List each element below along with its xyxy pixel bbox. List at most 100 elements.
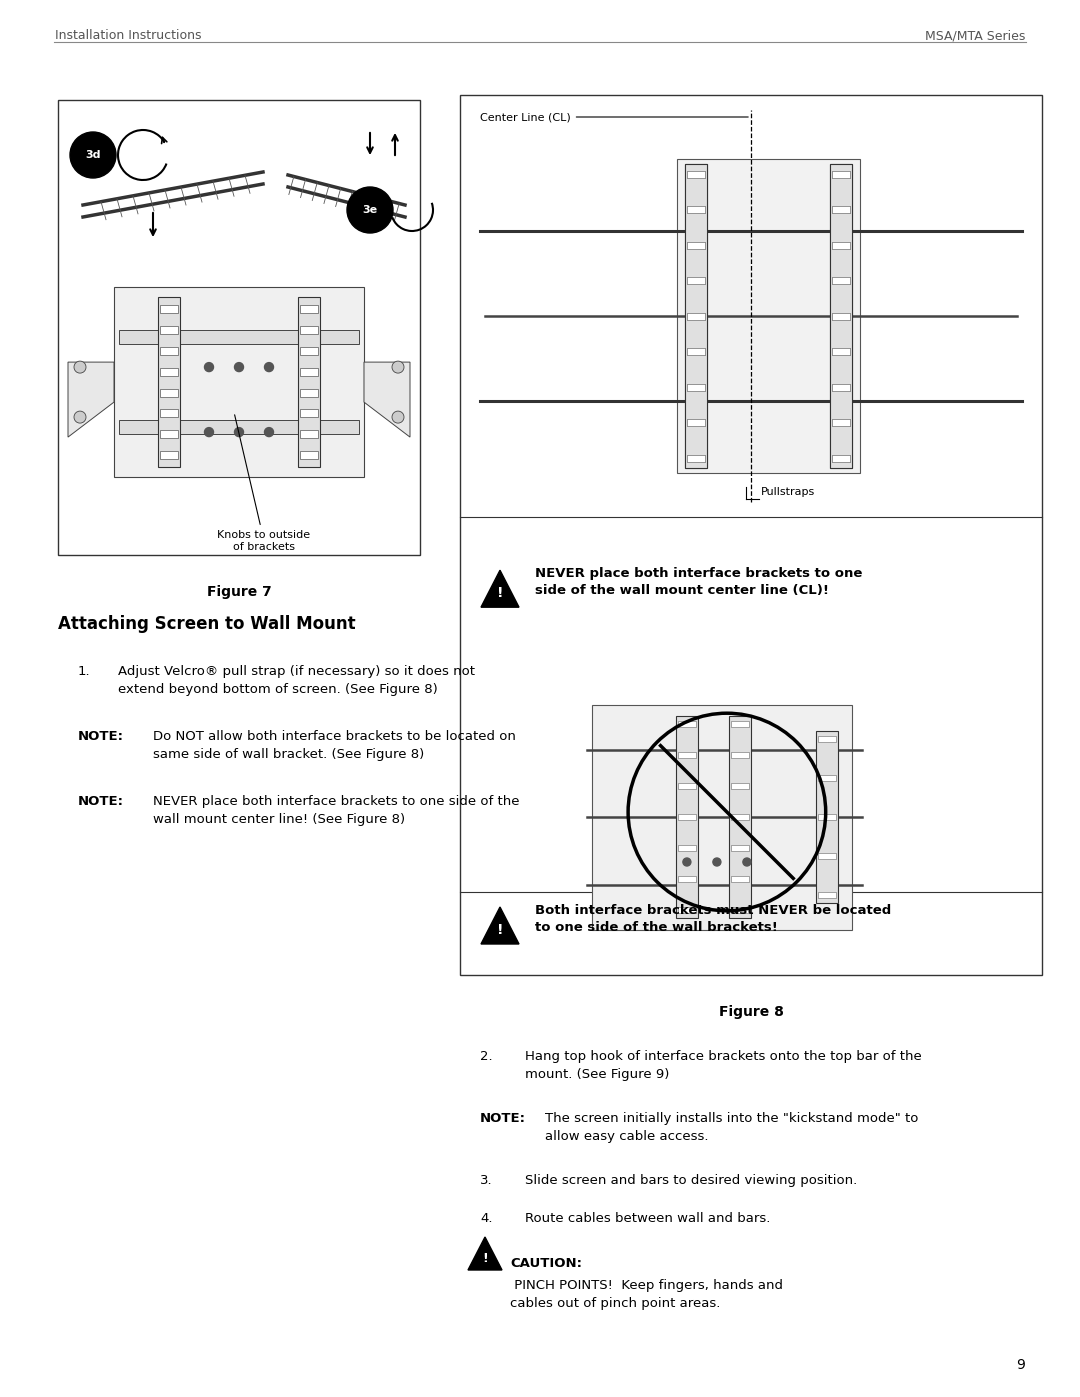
Text: The screen initially installs into the "kickstand mode" to
allow easy cable acce: The screen initially installs into the "… [545,1112,918,1143]
Bar [687,207,705,214]
Text: NOTE:: NOTE: [78,731,124,743]
Text: Installation Instructions: Installation Instructions [55,29,202,42]
Bar [832,455,850,462]
Circle shape [392,360,404,373]
Bar [160,326,178,334]
Bar [678,876,696,882]
Bar [687,313,705,320]
Bar [731,845,748,851]
Text: Hang top hook of interface brackets onto the top bar of the
mount. (See Figure 9: Hang top hook of interface brackets onto… [525,1051,921,1081]
Text: 1.: 1. [78,665,91,678]
Bar [119,420,359,434]
Bar [687,455,705,462]
Bar [832,242,850,249]
Text: MSA/MTA Series: MSA/MTA Series [924,29,1025,42]
Bar [818,775,836,781]
Bar [592,704,852,929]
Circle shape [75,360,86,373]
Circle shape [75,411,86,423]
Text: Do NOT allow both interface brackets to be located on
same side of wall bracket.: Do NOT allow both interface brackets to … [153,731,516,761]
Polygon shape [68,362,114,437]
Bar [119,330,359,344]
Bar [832,277,850,284]
Bar [832,419,850,426]
Text: !: ! [497,923,503,937]
Bar [158,298,180,467]
Bar [731,876,748,882]
Bar [678,782,696,789]
Text: !: ! [497,587,503,601]
Bar [300,305,318,313]
Text: Center Line (CL): Center Line (CL) [480,112,748,122]
Bar [160,346,178,355]
Polygon shape [481,570,519,608]
Text: Both interface brackets must NEVER be located
to one side of the wall brackets!: Both interface brackets must NEVER be lo… [535,904,891,935]
Bar [832,313,850,320]
Text: 3d: 3d [85,149,100,161]
Bar [831,163,852,468]
Bar [687,419,705,426]
Bar [300,451,318,460]
Bar [687,170,705,177]
Bar [300,346,318,355]
Polygon shape [364,362,410,437]
Bar [818,736,836,742]
Bar [687,348,705,355]
Bar [832,170,850,177]
Text: 9: 9 [1016,1358,1025,1372]
Bar [677,159,860,474]
Bar [300,388,318,397]
Circle shape [204,427,214,437]
Bar [300,367,318,376]
Polygon shape [468,1236,502,1270]
Text: NEVER place both interface brackets to one side of the
wall mount center line! (: NEVER place both interface brackets to o… [153,795,519,826]
Bar [678,845,696,851]
Bar [832,242,850,249]
Bar [687,348,705,355]
Text: NEVER place both interface brackets to one
side of the wall mount center line (C: NEVER place both interface brackets to o… [535,567,862,597]
Bar [460,95,1042,975]
Text: 3.: 3. [480,1173,492,1187]
Bar [832,277,850,284]
Text: Knobs to outside
of brackets: Knobs to outside of brackets [217,415,311,552]
Bar [687,313,705,320]
Bar [685,163,707,468]
Circle shape [234,363,243,372]
Text: Figure 8: Figure 8 [718,1004,783,1018]
Circle shape [743,858,751,866]
Text: NOTE:: NOTE: [78,795,124,807]
Bar [731,752,748,757]
Bar [832,384,850,391]
Bar [731,814,748,820]
Bar [818,814,836,820]
Text: PINCH POINTS!  Keep fingers, hands and
cables out of pinch point areas.: PINCH POINTS! Keep fingers, hands and ca… [510,1280,783,1310]
Bar [300,409,318,418]
Bar [687,170,705,177]
Text: Route cables between wall and bars.: Route cables between wall and bars. [525,1213,770,1225]
Bar [58,101,420,555]
Bar [685,163,707,468]
Bar [731,907,748,914]
Bar [687,277,705,284]
Circle shape [392,411,404,423]
Bar [832,384,850,391]
Circle shape [713,858,721,866]
Bar [676,715,698,918]
Bar [818,893,836,898]
Circle shape [70,131,116,177]
Bar [160,451,178,460]
Bar [731,721,748,726]
Text: Slide screen and bars to desired viewing position.: Slide screen and bars to desired viewing… [525,1173,858,1187]
Bar [832,207,850,214]
Bar [831,163,852,468]
Circle shape [204,363,214,372]
Bar [160,409,178,418]
Bar [729,715,751,918]
Bar [678,907,696,914]
Bar [832,348,850,355]
Bar [832,207,850,214]
Text: !: ! [482,1252,488,1264]
Bar [818,854,836,859]
Bar [687,277,705,284]
Bar [687,455,705,462]
